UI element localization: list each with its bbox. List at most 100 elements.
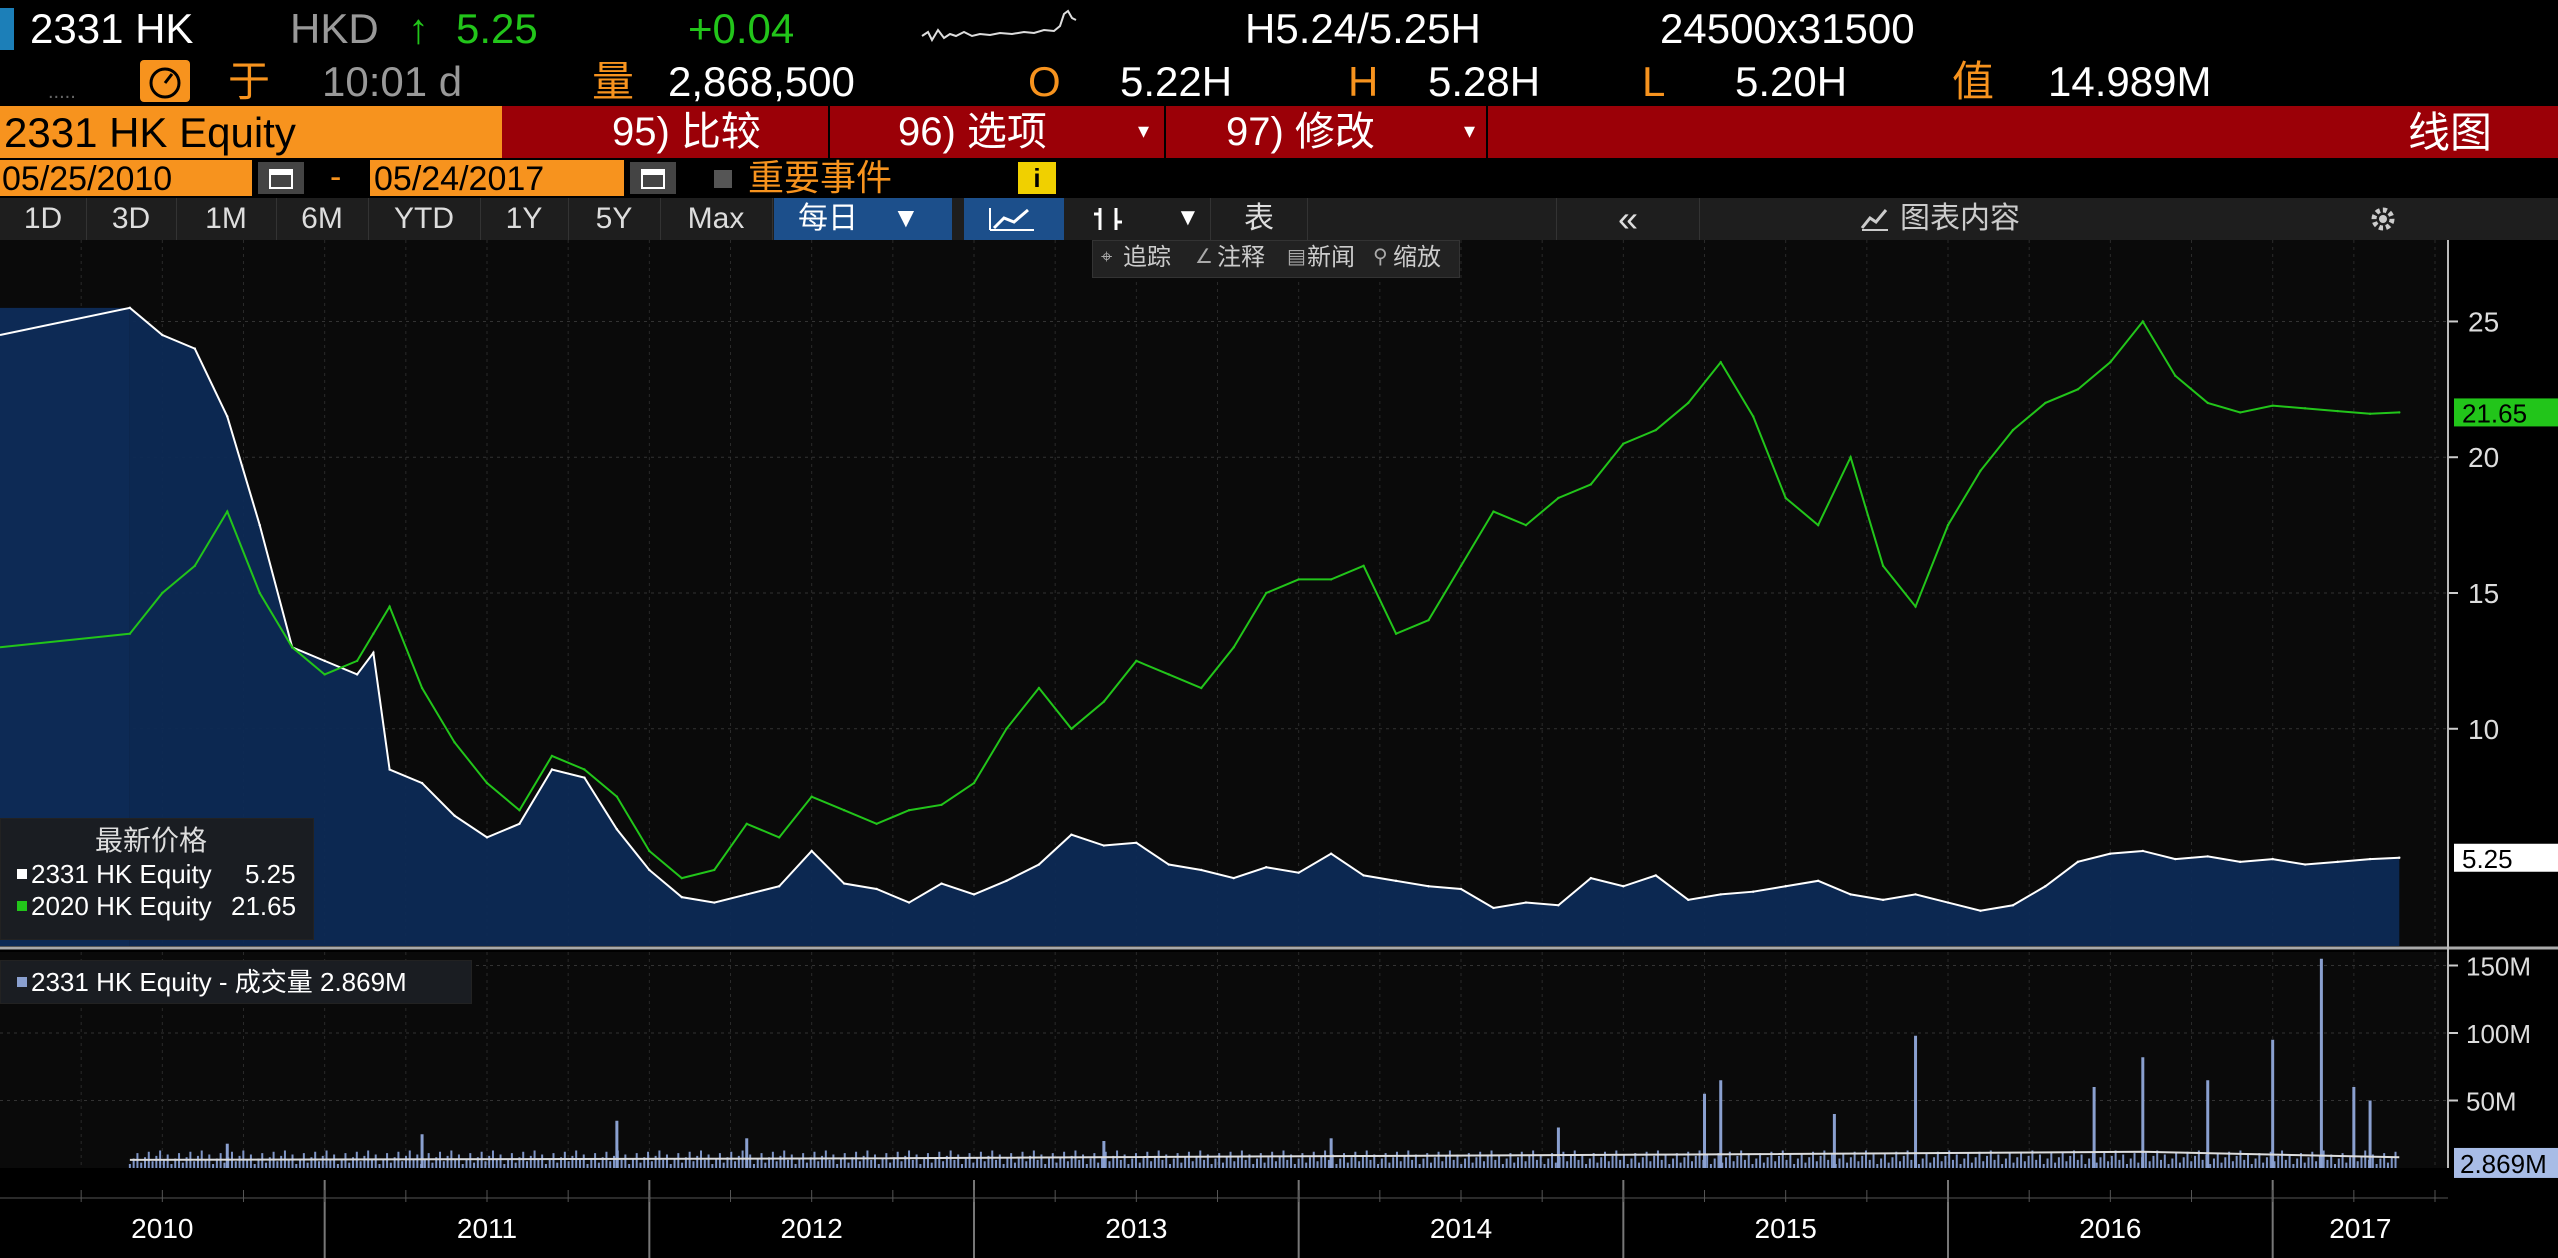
currency: HKD — [290, 5, 379, 52]
series-2331-line-point — [842, 882, 846, 885]
series-2020-line-point — [1362, 564, 1365, 568]
period-6m[interactable]: 6M — [276, 198, 369, 240]
compare-menu[interactable]: 95) 比较 — [502, 106, 830, 158]
series-2020-line-point — [745, 822, 748, 826]
period-5y[interactable]: 5Y — [568, 198, 661, 240]
period-ytd[interactable]: YTD — [368, 198, 481, 240]
value-label: 值 — [1952, 58, 1995, 105]
series-2020-line-point — [1979, 469, 1982, 473]
x-tick-label: 2015 — [1755, 1213, 1817, 1244]
series-2331-line-point — [1265, 866, 1268, 869]
series-2331-line-point — [550, 768, 554, 771]
period-1d[interactable]: 1D — [0, 198, 87, 240]
series-2020-line-point — [420, 686, 424, 690]
chart-area[interactable]: 10 15 20 25 50M 100M 150M 21.65 5.25 2.869M 2010 20… — [0, 240, 2558, 1258]
series-2020-line-point — [2303, 407, 2307, 410]
chart-content-button[interactable]: 图表内容 — [1858, 198, 2208, 240]
events-checkbox[interactable] — [714, 170, 732, 188]
series-2331-line-point — [193, 347, 197, 350]
info-icon[interactable]: i — [1018, 162, 1056, 194]
series-2020-line-point — [2271, 404, 2274, 407]
speedometer-icon[interactable] — [140, 60, 190, 102]
options-label: 96) 选项 — [898, 110, 1047, 154]
events-label[interactable]: 重要事件 — [748, 157, 893, 198]
series-2331-line-point — [518, 822, 521, 826]
legend-series-value: 5.25 — [245, 859, 296, 889]
chart-type-label[interactable]: 线图 — [2408, 109, 2493, 156]
low-label: L — [1642, 58, 1666, 105]
legend-series-name: 2331 HK Equity — [31, 859, 212, 889]
series-2331-line-point — [1232, 876, 1235, 880]
series-2331-line-point — [1881, 898, 1885, 902]
period-1m[interactable]: 1M — [176, 198, 277, 240]
bar-chart-icon[interactable] — [1072, 198, 1162, 240]
crosshair-icon[interactable]: ⌖ — [1101, 246, 1113, 268]
collapse-button[interactable]: « — [1556, 198, 1700, 240]
series-2020-line-point — [1524, 523, 1528, 527]
series-2020-line-point — [940, 803, 943, 806]
quote-header: 2331 HK HKD ↑ 5.25 +0.04 H5.24/5.25H 245… — [0, 0, 2558, 56]
series-2331-line-point — [2109, 852, 2112, 855]
track-tool[interactable]: 追踪 — [1123, 244, 1171, 271]
x-tick-label: 2010 — [131, 1213, 193, 1244]
series-2331-line-point — [972, 893, 976, 896]
last-value-2020: 21.65 — [2462, 398, 2527, 428]
zoom-tool[interactable]: 缩放 — [1393, 244, 1441, 271]
modify-menu[interactable]: 97) 修改 ▾ — [1166, 106, 1488, 158]
series-2331-line-point — [1719, 893, 1722, 896]
volume-value: 2,868,500 — [668, 58, 855, 105]
end-date-field[interactable]: 05/24/2017 — [370, 160, 624, 196]
series-2331-line-point — [907, 901, 911, 904]
legend-series-value: 21.65 — [231, 891, 297, 921]
volume-title: 2331 HK Equity - 成交量 2.869M — [31, 967, 407, 997]
options-menu[interactable]: 96) 选项 ▾ — [830, 106, 1166, 158]
dropdown-icon: ▾ — [1464, 118, 1476, 143]
series-2020-line-point — [518, 809, 521, 812]
series-2020-line-point — [778, 836, 781, 839]
pen-icon[interactable]: ∠ — [1195, 246, 1213, 268]
series-2331-line-point — [940, 882, 943, 885]
series-2020-line-point — [291, 646, 294, 649]
zoom-icon[interactable]: ⚲ — [1373, 246, 1388, 268]
calendar-icon[interactable] — [630, 162, 676, 194]
period-1y[interactable]: 1Y — [480, 198, 569, 240]
annotate-tool[interactable]: 注释 — [1217, 244, 1265, 271]
low-value: 5.20H — [1735, 58, 1848, 105]
volume-average-line — [129, 1150, 2400, 1161]
period-3d[interactable]: 3D — [86, 198, 177, 240]
series-2331-line-point — [485, 836, 489, 839]
series-2331-line-point — [648, 868, 651, 872]
security-field[interactable]: 2331 HK Equity — [0, 106, 502, 158]
gear-icon[interactable] — [2370, 198, 2450, 240]
series-2331-line-point — [2239, 860, 2242, 864]
series-2020-line-point — [810, 795, 813, 798]
news-tool[interactable]: 新闻 — [1307, 244, 1355, 271]
series-2331-line-point — [2206, 855, 2209, 858]
period-max[interactable]: Max — [660, 198, 773, 240]
line-chart-button[interactable] — [964, 198, 1064, 240]
start-date: 05/25/2010 — [2, 160, 173, 198]
x-tick-label: 2012 — [781, 1213, 843, 1244]
series-2020-line-point — [875, 822, 878, 826]
dropdown-icon[interactable]: ▼ — [1176, 204, 1200, 231]
calendar-icon[interactable] — [258, 162, 304, 194]
info-glyph: i — [1033, 163, 1041, 193]
last-value-2331-bg — [2454, 843, 2558, 872]
news-icon[interactable]: ▤ — [1287, 246, 1306, 268]
series-2020-line-point — [1005, 727, 1008, 730]
series-2331-line-point — [1589, 876, 1593, 880]
series-2020-line-point — [2206, 401, 2209, 405]
series-2020-line-point — [1232, 646, 1235, 649]
at-label: 于 — [228, 58, 271, 105]
legend-swatch-green — [17, 901, 27, 911]
series-2020-line-point — [1687, 401, 1690, 405]
frequency-dropdown[interactable]: 每日 ▼ — [774, 198, 952, 240]
series-2331-line-point — [713, 901, 716, 904]
legend-title: 最新价格 — [95, 825, 208, 856]
volume-label: 量 — [592, 58, 635, 105]
traded-value: 14.989M — [2048, 58, 2212, 105]
series-2020-line-point — [583, 768, 586, 771]
start-date-field[interactable]: 05/25/2010 — [0, 160, 252, 196]
table-button[interactable]: 表 — [1210, 198, 1308, 240]
